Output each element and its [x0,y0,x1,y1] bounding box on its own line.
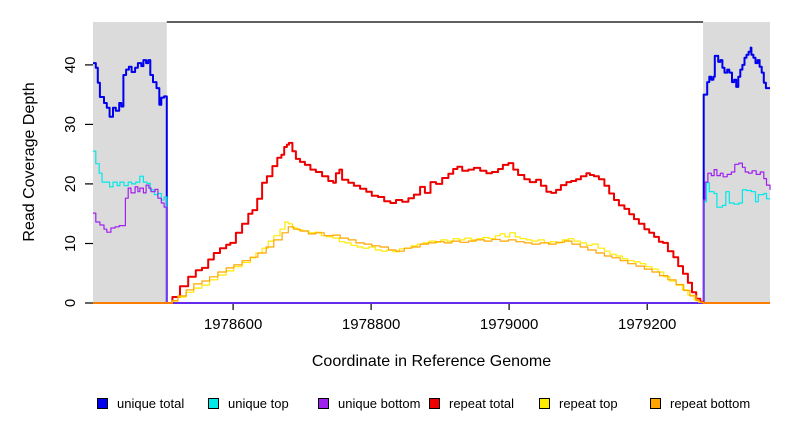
legend-label: repeat total [449,396,515,411]
legend-label: repeat top [559,396,618,411]
series-repeat-total [93,141,770,304]
y-tick-label: 30 [62,116,79,133]
x-tick-label: 1979000 [480,316,538,333]
legend-item-repeat-bottom: repeat bottom [650,396,750,411]
legend-label: unique total [117,396,185,411]
legend-label: repeat bottom [670,396,751,411]
x-tick-label: 1978800 [342,316,400,333]
legend-swatch-icon [318,398,329,409]
series-unique-bottom [93,162,771,304]
legend-label: unique top [228,396,289,411]
legend-swatch-icon [539,398,550,409]
legend-label: unique bottom [338,396,421,411]
series-repeat-bottom [93,226,770,304]
legend-item-unique-bottom: unique bottom [318,396,420,411]
legend: unique total unique top unique bottom repea… [0,396,792,416]
y-tick-label: 0 [62,299,79,307]
legend-item-repeat-total: repeat total [429,396,514,411]
legend-swatch-icon [97,398,108,409]
y-tick-label: 10 [62,235,79,252]
legend-swatch-icon [429,398,440,409]
legend-item-repeat-top: repeat top [539,396,618,411]
legend-item-unique-total: unique total [97,396,184,411]
legend-item-unique-top: unique top [208,396,289,411]
x-axis-title: Coordinate in Reference Genome [311,353,552,370]
series-unique-top [93,150,770,304]
legend-swatch-icon [650,398,661,409]
x-tick-label: 1978600 [204,316,262,333]
x-tick-label: 1979200 [618,316,676,333]
y-tick-label: 40 [62,57,79,74]
series-unique-total [93,46,770,304]
legend-swatch-icon [208,398,219,409]
masked-region [93,22,167,303]
y-axis-title: Read Coverage Depth [21,82,38,242]
series-repeat-top [93,221,770,304]
y-tick-label: 20 [62,176,79,193]
